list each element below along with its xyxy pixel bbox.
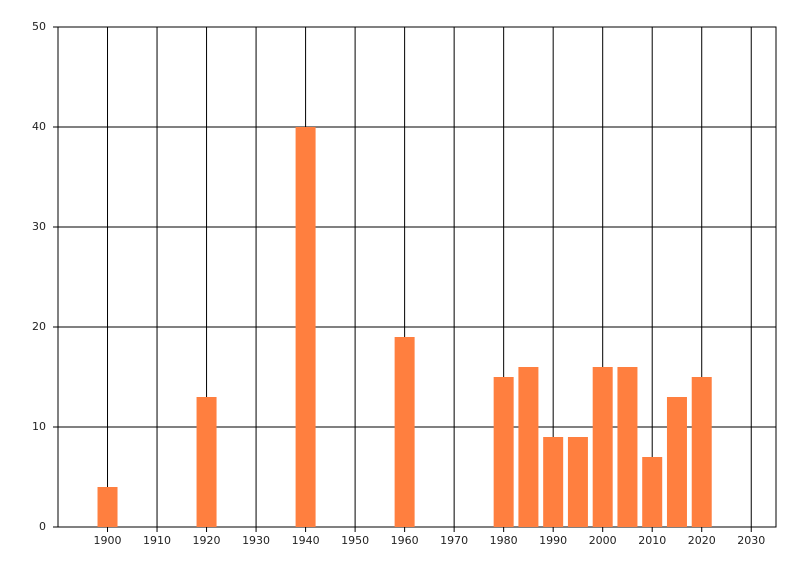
bar	[394, 337, 415, 527]
bar	[567, 437, 588, 527]
bar	[691, 377, 712, 527]
x-tick-label: 1920	[193, 534, 221, 547]
y-tick-label: 50	[32, 20, 46, 33]
y-tick-label: 10	[32, 420, 46, 433]
x-tick-label: 1990	[539, 534, 567, 547]
x-tick-label: 2030	[737, 534, 765, 547]
bar	[592, 367, 613, 527]
bar	[196, 397, 217, 527]
x-tick-label: 1980	[490, 534, 518, 547]
y-tick-label: 40	[32, 120, 46, 133]
x-tick-label: 2010	[638, 534, 666, 547]
bar	[518, 367, 539, 527]
y-tick-label: 0	[39, 520, 46, 533]
x-tick-label: 1930	[242, 534, 270, 547]
y-tick-label: 30	[32, 220, 46, 233]
x-tick-label: 1960	[391, 534, 419, 547]
bar	[666, 397, 687, 527]
bar	[642, 457, 663, 527]
x-tick-label: 1940	[292, 534, 320, 547]
x-tick-label: 1970	[440, 534, 468, 547]
bar	[617, 367, 638, 527]
x-tick-label: 2020	[688, 534, 716, 547]
bar	[295, 127, 316, 527]
x-tick-label: 2000	[589, 534, 617, 547]
bar	[543, 437, 564, 527]
x-tick-label: 1900	[94, 534, 122, 547]
y-tick-label: 20	[32, 320, 46, 333]
x-tick-label: 1950	[341, 534, 369, 547]
bar	[97, 487, 118, 527]
x-tick-label: 1910	[143, 534, 171, 547]
bar	[493, 377, 514, 527]
